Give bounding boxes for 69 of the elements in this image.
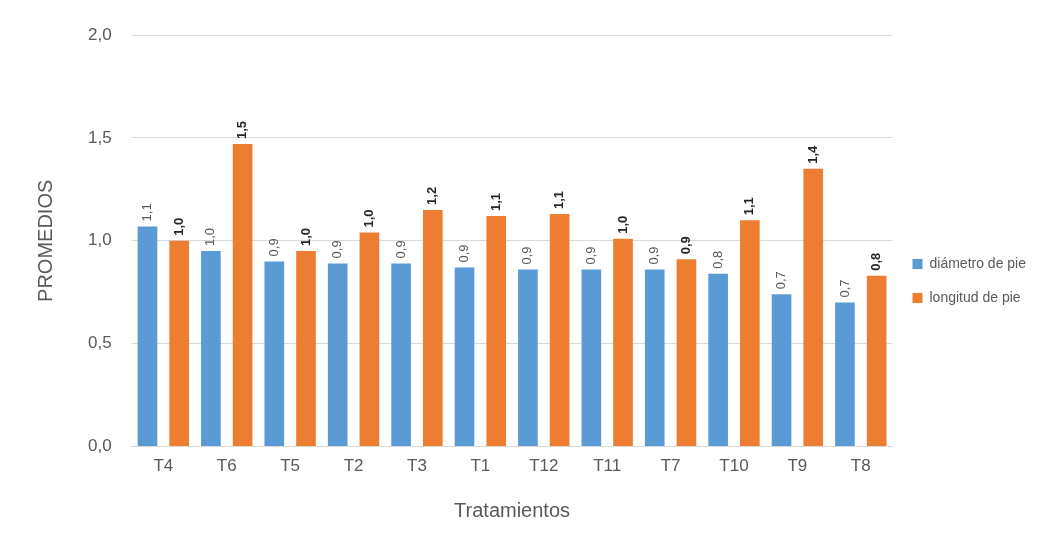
bar: [518, 269, 538, 447]
data-label: 0,9: [646, 246, 662, 265]
bar: [803, 168, 824, 447]
bar: [201, 251, 221, 447]
bar: [422, 209, 443, 447]
bar: [391, 263, 411, 447]
data-label: 1,1: [487, 193, 503, 212]
bar: [581, 269, 602, 447]
data-label: 1,2: [424, 186, 440, 205]
x-tick-label: T11: [593, 456, 622, 476]
data-label: 0,7: [836, 279, 852, 298]
data-label: 0,9: [392, 240, 408, 259]
y-tick-label: 1,5: [87, 127, 112, 147]
bar: [296, 251, 316, 447]
data-label: 0,9: [678, 236, 694, 255]
bar: [835, 302, 855, 447]
bar: [708, 273, 728, 447]
legend-label: longitud de pie: [929, 288, 1021, 305]
bar: [771, 294, 792, 447]
data-label: 0,9: [265, 238, 281, 257]
bar: [137, 226, 158, 447]
data-label: 1,5: [234, 121, 250, 140]
legend-label: diámetro de pie: [929, 254, 1027, 271]
y-tick-label: 2,0: [87, 24, 112, 44]
data-label: 1,1: [741, 197, 757, 216]
bar: [740, 220, 760, 447]
data-label: 0,8: [709, 250, 725, 269]
data-label: 0,9: [582, 246, 598, 265]
bar: [613, 238, 633, 447]
data-label: 0,8: [868, 252, 884, 271]
x-axis-title: Tratamientos: [454, 498, 571, 521]
bar: [169, 240, 190, 447]
y-axis-title: PROMEDIOS: [33, 179, 56, 302]
x-tick-label: T1: [470, 456, 491, 476]
x-tick-label: T6: [216, 456, 237, 476]
x-tick-label: T9: [787, 456, 808, 476]
data-label: 0,9: [329, 240, 345, 259]
x-tick-label: T7: [660, 456, 681, 476]
x-tick-label: T12: [529, 456, 559, 476]
data-label: 1,0: [170, 217, 186, 236]
data-label: 1,0: [360, 209, 376, 228]
data-label: 1,1: [139, 203, 155, 222]
bar: [644, 269, 665, 447]
bar: [454, 267, 475, 447]
data-label: 0,9: [519, 246, 535, 265]
x-tick-label: T5: [280, 456, 301, 476]
data-label: 1,0: [614, 215, 630, 234]
data-label: 1,0: [297, 228, 313, 247]
data-label: 1,1: [551, 190, 567, 210]
bar: [866, 275, 887, 447]
x-tick-label: T4: [153, 456, 174, 476]
bar: [264, 261, 285, 447]
bar: [549, 214, 570, 447]
x-tick-label: T8: [850, 456, 871, 476]
bar: [327, 263, 348, 447]
data-label: 0,7: [773, 271, 789, 290]
x-tick-label: T2: [343, 456, 364, 476]
x-tick-label: T3: [407, 456, 427, 476]
y-tick-label: 0,5: [87, 333, 112, 353]
bar: [359, 232, 380, 447]
y-tick-label: 0,0: [87, 436, 112, 456]
x-tick-label: T10: [719, 456, 749, 476]
y-tick-label: 1,0: [87, 230, 112, 250]
data-label: 1,4: [804, 144, 820, 164]
bar: [676, 259, 697, 447]
bar: [232, 144, 253, 447]
bar: [486, 216, 507, 447]
data-label: 0,9: [456, 244, 472, 263]
data-label: 1,0: [202, 228, 218, 247]
